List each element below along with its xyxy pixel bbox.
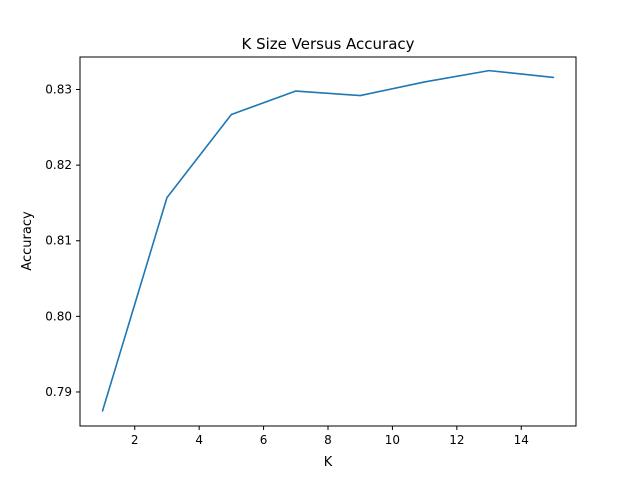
x-axis-ticks: 2 4 6 8 10 12 14 — [131, 426, 529, 447]
x-tick-label: 8 — [324, 433, 332, 447]
y-tick-label: 0.79 — [45, 385, 72, 399]
x-tick-label: 6 — [260, 433, 268, 447]
chart-title: K Size Versus Accuracy — [241, 35, 414, 53]
y-tick-label: 0.83 — [45, 83, 72, 97]
x-tick-label: 4 — [195, 433, 203, 447]
series-line — [101, 69, 555, 412]
x-axis-label: K — [324, 455, 333, 470]
y-tick-label: 0.80 — [45, 309, 72, 323]
x-tick-label: 12 — [449, 433, 464, 447]
plot-frame — [79, 56, 577, 427]
series-layer — [101, 69, 555, 412]
y-tick-label: 0.81 — [45, 234, 72, 248]
y-tick-label: 0.82 — [45, 158, 72, 172]
y-axis-ticks: 0.79 0.80 0.81 0.82 0.83 — [45, 83, 80, 399]
x-tick-label: 2 — [131, 433, 139, 447]
x-tick-label: 14 — [514, 433, 529, 447]
y-axis-label: Accuracy — [20, 211, 35, 271]
x-tick-label: 10 — [385, 433, 400, 447]
